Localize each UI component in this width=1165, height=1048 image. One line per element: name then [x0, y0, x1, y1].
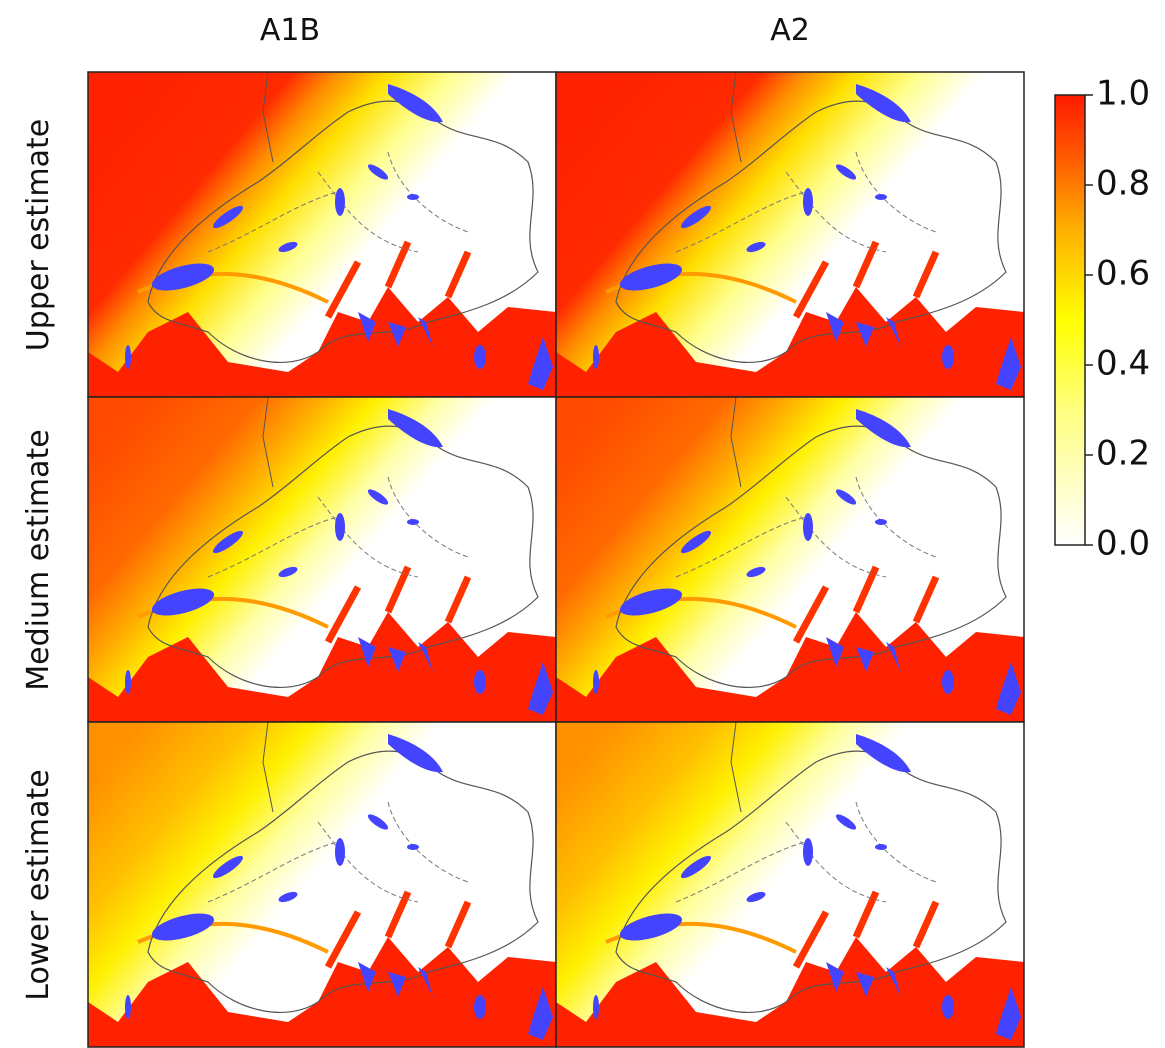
panels	[87, 71, 1025, 1048]
map-panel	[555, 721, 1025, 1048]
colorbar-ticks: 0.0 0.2 0.4 0.6 0.8 1.0	[1085, 74, 1150, 564]
map-content	[88, 72, 556, 397]
colorbar-tick-label: 0.4	[1096, 344, 1150, 384]
column-title: A1B	[260, 13, 320, 48]
panel-frame	[555, 721, 1025, 1048]
colorbar-tick-label: 0.0	[1096, 524, 1150, 564]
map-panel	[87, 721, 557, 1048]
map-content	[556, 722, 1024, 1047]
colorbar-tick-label: 0.6	[1096, 254, 1150, 294]
colorbar-tick-label: 0.8	[1096, 164, 1150, 204]
map-content	[556, 397, 1024, 722]
row-label: Lower estimate	[21, 769, 56, 1000]
colorbar	[1054, 94, 1086, 546]
row-label: Upper estimate	[21, 119, 56, 351]
map-panel	[555, 396, 1025, 723]
map-panel	[87, 71, 557, 398]
colorbar-tick-label: 1.0	[1096, 74, 1150, 114]
map-panel	[87, 396, 557, 723]
column-title: A2	[770, 13, 810, 48]
map-content	[556, 72, 1024, 397]
map-content	[88, 397, 556, 722]
colorbar-tick-label: 0.2	[1096, 434, 1150, 474]
map-panel	[555, 71, 1025, 398]
map-content	[88, 722, 556, 1047]
row-label: Medium estimate	[21, 429, 56, 691]
